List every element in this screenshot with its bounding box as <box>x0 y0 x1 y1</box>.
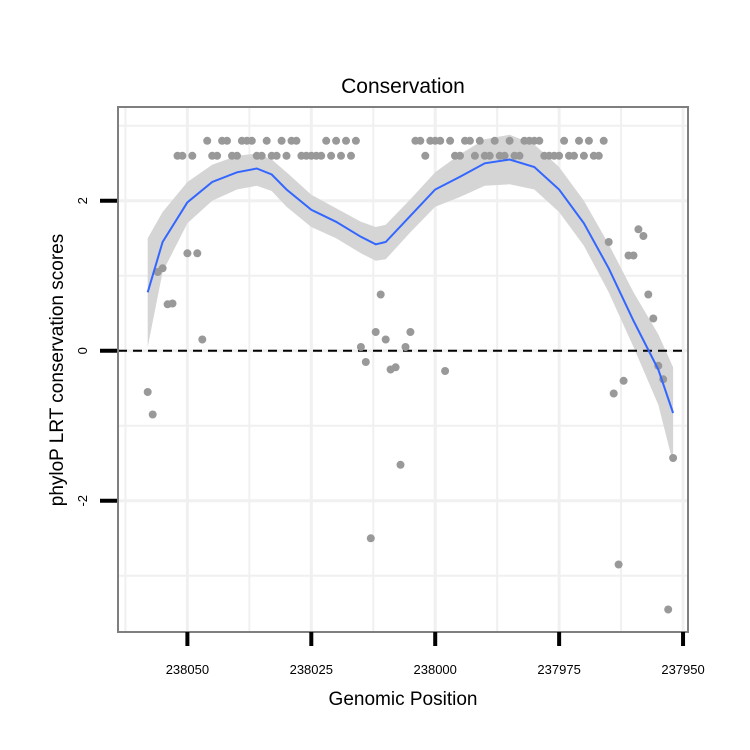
data-point <box>356 343 365 351</box>
data-point <box>475 136 484 145</box>
data-point <box>183 249 192 258</box>
x-tick-label: 238025 <box>290 662 333 677</box>
data-point <box>500 151 509 160</box>
data-point <box>441 367 450 375</box>
data-point <box>233 151 241 160</box>
x-tick-label: 237950 <box>661 662 704 677</box>
data-point <box>272 151 281 160</box>
data-point <box>391 363 400 372</box>
data-point <box>644 290 653 299</box>
data-point <box>148 410 157 419</box>
data-point <box>649 314 658 323</box>
confidence-band-layer <box>147 134 674 464</box>
data-point <box>634 225 643 234</box>
data-point <box>570 151 578 160</box>
data-point <box>376 290 385 299</box>
data-point <box>158 264 167 273</box>
data-point <box>143 388 152 396</box>
data-point <box>406 328 415 336</box>
data-point <box>178 151 187 160</box>
data-point <box>594 151 603 160</box>
data-point <box>470 151 479 160</box>
data-point <box>416 136 425 145</box>
y-tick-label: 0 <box>75 347 90 354</box>
data-point <box>262 136 271 145</box>
data-point <box>456 151 464 160</box>
data-point <box>485 151 494 160</box>
data-point <box>505 136 514 145</box>
smooth-line-layer <box>146 158 675 414</box>
smooth-fit-line <box>146 158 675 414</box>
data-point <box>560 136 569 145</box>
points-layer <box>143 136 678 614</box>
data-point <box>327 151 336 160</box>
data-point <box>247 136 256 145</box>
data-point <box>193 249 202 258</box>
data-point <box>322 136 331 145</box>
data-point <box>669 454 678 462</box>
data-point <box>639 232 648 240</box>
data-point <box>317 151 326 160</box>
data-point <box>203 136 212 145</box>
data-point <box>277 136 286 145</box>
data-point <box>366 534 375 543</box>
data-point <box>421 151 430 160</box>
confidence-band <box>147 134 674 464</box>
y-axis: -2 0 2 <box>75 197 117 507</box>
data-point <box>619 376 628 385</box>
data-point <box>257 151 266 160</box>
data-point <box>292 136 301 145</box>
y-tick-label: -2 <box>75 495 90 507</box>
data-point <box>361 358 370 366</box>
data-point <box>337 151 345 160</box>
data-point <box>584 136 593 145</box>
data-point <box>396 460 405 469</box>
x-tick-label: 238050 <box>166 662 209 677</box>
data-point <box>614 560 623 569</box>
data-point <box>629 251 638 260</box>
data-point <box>446 136 455 145</box>
data-point <box>465 136 474 145</box>
y-axis-label: phyloP LRT conservation scores <box>47 234 68 507</box>
y-tick-label: 2 <box>75 197 90 204</box>
data-point <box>535 136 544 145</box>
data-point <box>282 151 291 160</box>
data-point <box>555 151 564 160</box>
x-axis: 238050 238025 238000 237975 237950 <box>166 632 705 677</box>
data-point <box>401 343 410 351</box>
data-point <box>371 328 380 336</box>
data-point <box>332 136 341 145</box>
data-point <box>490 136 499 145</box>
data-point <box>575 136 583 145</box>
x-tick-label: 238000 <box>414 662 457 677</box>
data-point <box>223 136 231 145</box>
data-point <box>604 238 613 246</box>
chart-title: Conservation <box>341 75 465 98</box>
data-point <box>213 151 222 160</box>
data-point <box>664 605 673 614</box>
data-point <box>599 136 608 145</box>
x-tick-label: 237975 <box>537 662 580 677</box>
data-point <box>347 151 355 160</box>
panel-border <box>117 106 689 633</box>
data-point <box>515 151 524 160</box>
data-point <box>168 299 177 308</box>
data-point <box>351 136 360 145</box>
data-point <box>436 136 445 145</box>
x-axis-label: Genomic Position <box>329 689 478 710</box>
data-point <box>381 335 390 344</box>
data-point <box>198 335 207 344</box>
data-point <box>579 151 588 160</box>
data-point <box>188 151 197 160</box>
data-point <box>609 389 618 398</box>
data-point <box>342 136 350 145</box>
